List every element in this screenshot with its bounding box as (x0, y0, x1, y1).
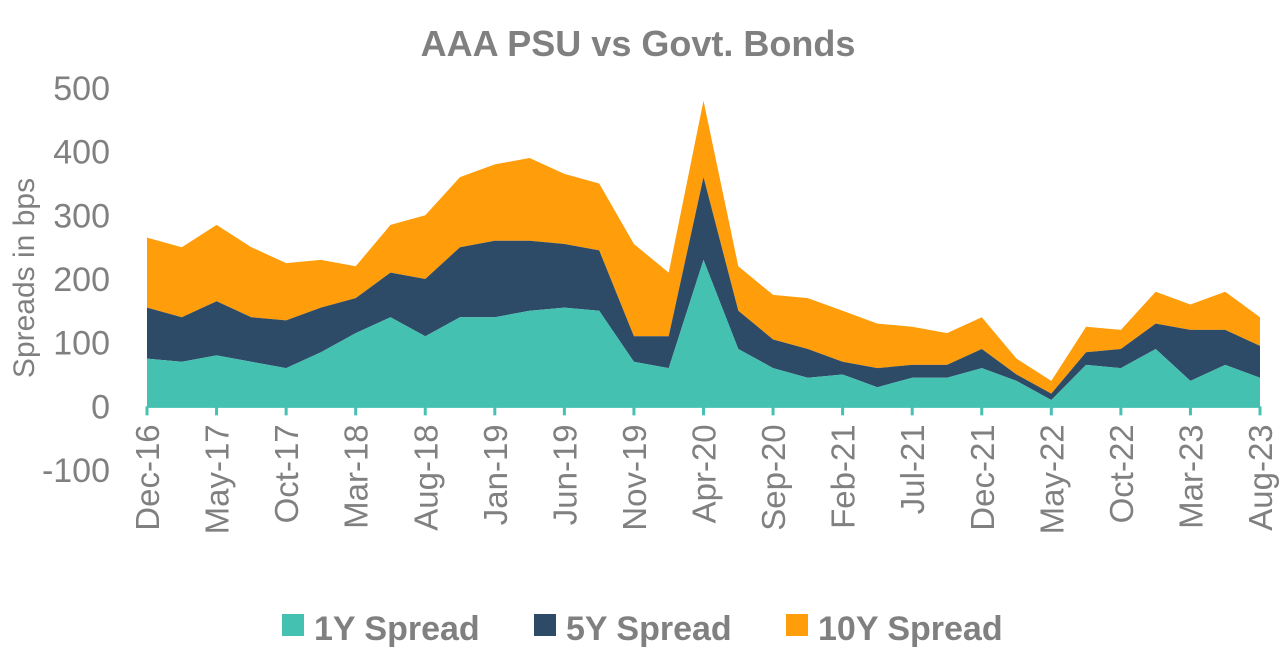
series-area-1 (147, 259, 1260, 407)
y-tick-label: 400 (53, 134, 110, 172)
legend-swatch (786, 614, 808, 636)
x-tick-label: Oct-22 (1103, 424, 1140, 523)
legend-label: 1Y Spread (314, 610, 480, 648)
x-tick-label: May-22 (1033, 424, 1070, 534)
legend-swatch (534, 614, 556, 636)
series-area-2 (147, 177, 1260, 400)
x-tick-label: Dec-16 (129, 424, 166, 530)
x-tick-label: Dec-21 (964, 424, 1001, 530)
x-axis: Dec-16 May-17 Oct-17 Mar-18 Aug-18 Jan-19 Jun-… (129, 404, 1279, 534)
y-tick-label: 200 (53, 261, 110, 299)
y-tick-label: 300 (53, 197, 110, 235)
x-tick-label: Oct-17 (268, 424, 305, 523)
plot-area (147, 100, 1260, 407)
y-axis-label: Spreads in bps (8, 178, 41, 378)
x-tick-label: Feb-21 (825, 424, 862, 529)
x-tick-label: Nov-19 (616, 424, 653, 530)
chart-title: AAA PSU vs Govt. Bonds (421, 23, 856, 64)
x-tick-label: Jun-19 (546, 424, 583, 525)
x-tick-label: Sep-20 (755, 424, 792, 530)
x-tick-label: Aug-23 (1242, 424, 1279, 530)
x-tick-label: Jan-19 (477, 424, 514, 525)
y-tick-label: 500 (53, 70, 110, 108)
x-tick-label: Mar-18 (338, 424, 375, 529)
y-tick-label: 100 (53, 325, 110, 363)
x-tick-label: Aug-18 (407, 424, 444, 530)
legend-label: 5Y Spread (566, 610, 732, 648)
legend: 1Y Spread 5Y Spread 10Y Spread (282, 610, 1003, 648)
legend-swatch (282, 614, 304, 636)
x-tick-label: Jul-21 (894, 424, 931, 514)
x-tick-label: Mar-23 (1172, 424, 1209, 529)
legend-label: 10Y Spread (818, 610, 1003, 648)
series-area-3 (147, 100, 1260, 394)
x-tick-label: Apr-20 (686, 424, 723, 523)
x-tick-label: May-17 (199, 424, 236, 534)
y-axis: -100 0 100 200 300 400 500 (42, 70, 110, 490)
y-tick-label: -100 (42, 452, 110, 490)
y-tick-label: 0 (91, 388, 110, 426)
